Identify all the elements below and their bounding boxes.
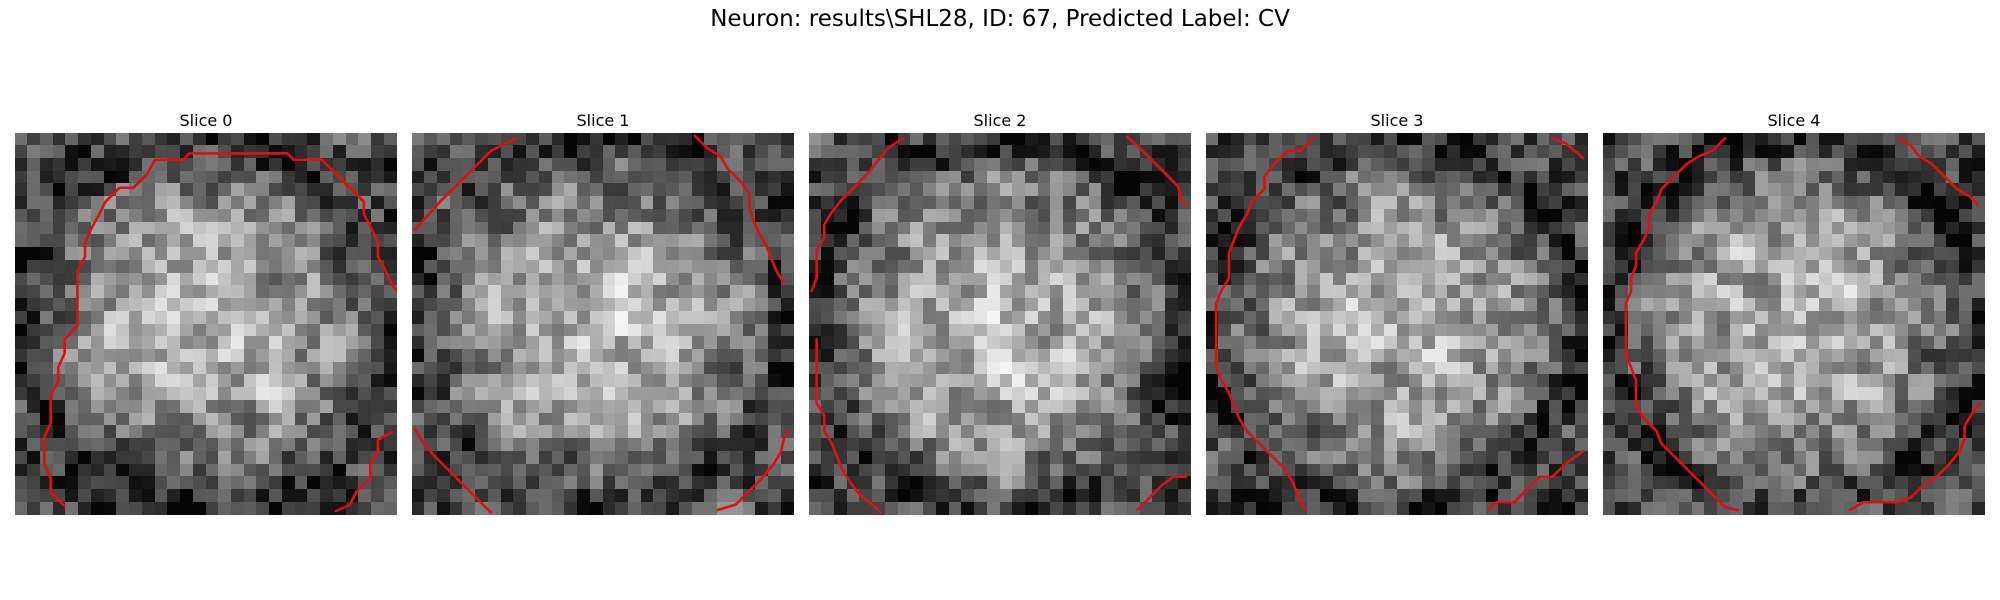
slice-title: Slice 3 [1370, 111, 1424, 130]
slice-panel-0: Slice 0 [15, 109, 397, 515]
slice-title: Slice 4 [1767, 111, 1821, 130]
slice-title: Slice 1 [576, 111, 630, 130]
slice-image [15, 133, 397, 515]
figure-title: Neuron: results\SHL28, ID: 67, Predicted… [710, 6, 1290, 32]
slice-image [412, 133, 794, 515]
slice-panel-2: Slice 2 [809, 109, 1191, 515]
slice-image [1603, 133, 1985, 515]
slice-title: Slice 0 [179, 111, 233, 130]
slice-panel-1: Slice 1 [412, 109, 794, 515]
slice-panel-4: Slice 4 [1603, 109, 1985, 515]
slice-image [1206, 133, 1588, 515]
slice-title: Slice 2 [973, 111, 1027, 130]
slice-panel-3: Slice 3 [1206, 109, 1588, 515]
slice-image [809, 133, 1191, 515]
